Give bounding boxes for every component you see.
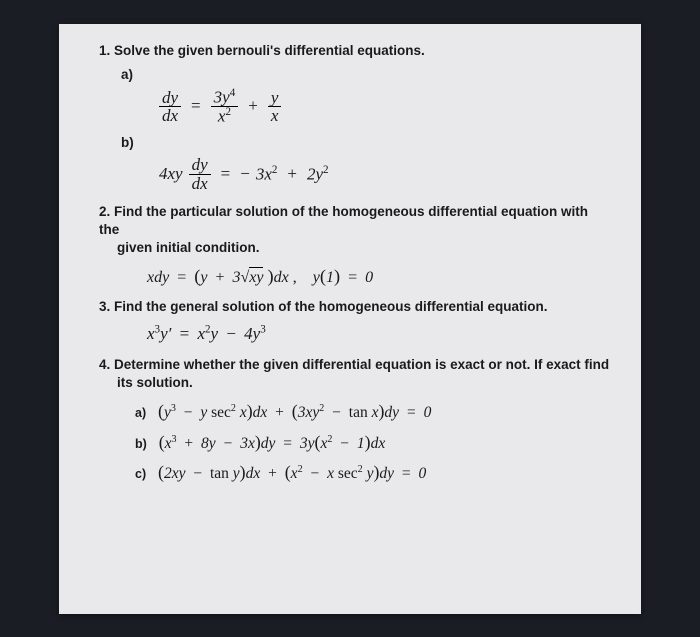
q2-title: 2. Find the particular solution of the h…: [99, 203, 611, 258]
q1b-label: b): [121, 134, 611, 152]
question-3: 3. Find the general solution of the homo…: [99, 298, 611, 346]
fraction-3y4-x2: 3y4 x2: [211, 88, 239, 126]
q4b-equation: b) (x3 + 8y − 3x)dy = 3y(x2 − 1)dx: [135, 430, 611, 455]
worksheet-page: 1. Solve the given bernouli's differenti…: [59, 24, 641, 614]
fraction-dy-dx: dy dx: [159, 89, 181, 126]
question-2: 2. Find the particular solution of the h…: [99, 203, 611, 289]
q1a-equation: dy dx = 3y4 x2 + y x: [159, 88, 611, 126]
q4a-equation: a) (y3 − y sec2 x)dx + (3xy2 − tan x)dy …: [135, 399, 611, 424]
question-4: 4. Determine whether the given different…: [99, 356, 611, 485]
q4c-equation: c) (2xy − tan y)dx + (x2 − x sec2 y)dy =…: [135, 460, 611, 485]
question-1: 1. Solve the given bernouli's differenti…: [99, 42, 611, 193]
q2-equation: xdy = (y + 3√xy )dx, y(1) = 0: [147, 264, 611, 289]
q3-title: 3. Find the general solution of the homo…: [99, 298, 611, 316]
q4-title: 4. Determine whether the given different…: [99, 356, 611, 392]
q3-equation: x3y′ = x2y − 4y3: [147, 323, 611, 347]
q1-title: 1. Solve the given bernouli's differenti…: [99, 42, 611, 60]
fraction-y-x: y x: [268, 89, 282, 126]
q1b-equation: 4xy dy dx = − 3x2 + 2y2: [159, 156, 611, 193]
q1a-label: a): [121, 66, 611, 84]
fraction-dy-dx: dy dx: [189, 156, 211, 193]
